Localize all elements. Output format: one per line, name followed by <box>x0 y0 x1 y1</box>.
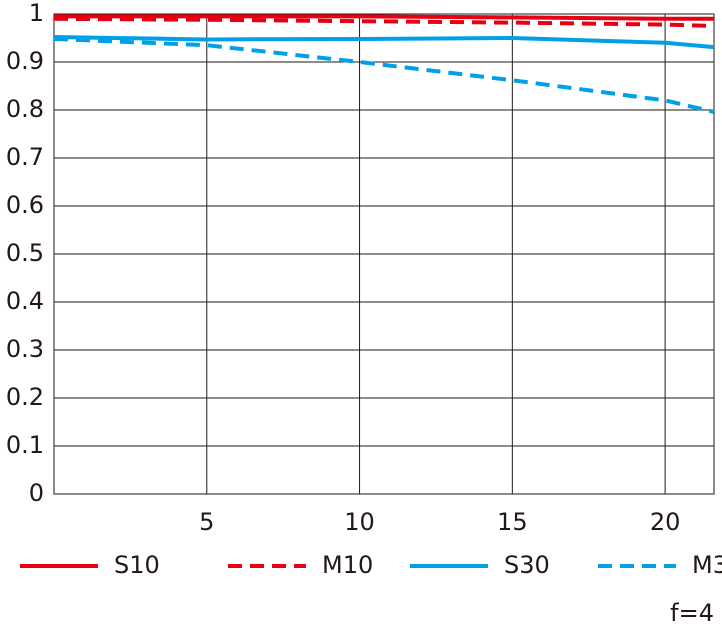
y-tick-label: 0.9 <box>6 47 44 75</box>
x-tick-label: 10 <box>344 508 375 536</box>
legend-label: M30 <box>692 551 722 579</box>
plot-border <box>53 13 715 495</box>
legend-label: M10 <box>322 551 373 579</box>
y-tick-label: 0.4 <box>6 287 44 315</box>
x-tick-label: 20 <box>650 508 681 536</box>
x-tick-label: 5 <box>199 508 214 536</box>
series-line <box>54 14 714 21</box>
y-tick-label: 0.3 <box>6 335 44 363</box>
legend-label: S30 <box>504 551 550 579</box>
series-line <box>53 16 715 28</box>
x-tick-label: 15 <box>497 508 528 536</box>
y-tick-label: 0.6 <box>6 191 44 219</box>
y-tick-label: 0.1 <box>6 431 44 459</box>
series-line <box>53 35 715 50</box>
annotation: f=4 <box>670 599 714 627</box>
series-line <box>53 36 715 114</box>
y-tick-label: 0.7 <box>6 143 44 171</box>
y-tick-label: 0.5 <box>6 239 44 267</box>
y-tick-label: 0.8 <box>6 95 44 123</box>
y-tick-label: 0.2 <box>6 383 44 411</box>
legend-label: S10 <box>114 551 160 579</box>
y-tick-label: 1 <box>29 0 44 27</box>
y-tick-label: 0 <box>29 479 44 507</box>
